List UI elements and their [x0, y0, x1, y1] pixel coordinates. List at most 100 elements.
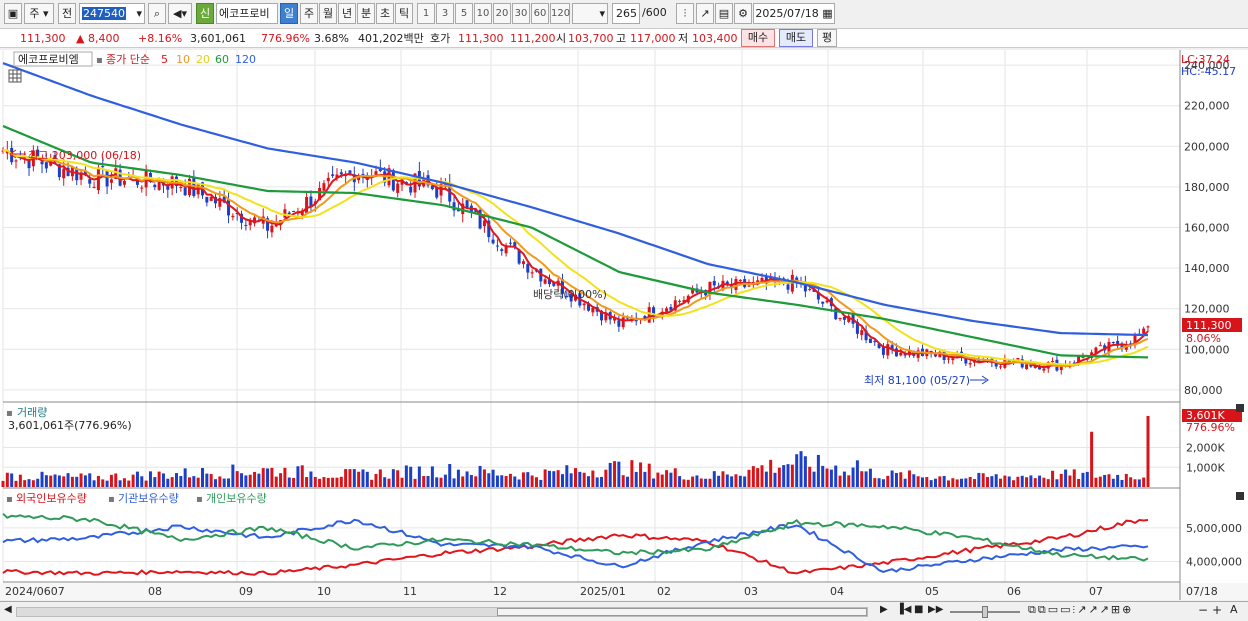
tool-icons[interactable]: ⧉⧉▭▭⫶↗↗↗⊞⊕ [1028, 603, 1134, 616]
volume-bar [829, 469, 833, 487]
volume-bar [1042, 477, 1046, 487]
candle-icon[interactable]: ⫶ [676, 3, 694, 24]
first-icon[interactable]: ▐◀ [896, 604, 912, 615]
volume-bar [933, 478, 937, 487]
volume-bar [231, 464, 235, 487]
panel-collapse-icon[interactable] [1236, 404, 1244, 412]
candle-body [903, 353, 907, 356]
volume-bar [322, 477, 326, 487]
interval-5[interactable]: 5 [455, 3, 473, 24]
volume-bar [643, 471, 647, 487]
interval-120[interactable]: 120 [550, 3, 570, 24]
candle-body [40, 161, 44, 165]
calendar-icon[interactable]: ▦ [822, 7, 833, 20]
price-axis-label: 180,000 [1184, 181, 1230, 194]
stock-legend-box[interactable] [13, 51, 93, 67]
prev-button[interactable]: 전 [58, 3, 76, 24]
interval-3[interactable]: 3 [436, 3, 454, 24]
volume-bar [1029, 475, 1033, 487]
code-input[interactable]: 247540 ▾ [79, 3, 145, 24]
legend-square-icon: ▪ [108, 494, 115, 505]
stock-name-field[interactable]: 에코프로비 [216, 3, 278, 24]
gear-icon[interactable]: ⚙ [734, 3, 752, 24]
period-minute[interactable]: 분 [357, 3, 375, 24]
ma60-line [2, 124, 1149, 359]
current-price: 111,300 [20, 32, 66, 45]
date-input[interactable]: 2025/07/18 ▦ [753, 3, 835, 24]
scrollbar-thumb[interactable] [497, 608, 867, 616]
interval-1[interactable]: 1 [417, 3, 435, 24]
volume-bar [279, 473, 283, 487]
period-tick[interactable]: 틱 [395, 3, 413, 24]
candle-body [816, 292, 820, 300]
period-day[interactable]: 일 [280, 3, 298, 24]
volume-bar [1133, 479, 1137, 487]
type-select[interactable]: 주 ▾ [24, 3, 54, 24]
zoom-in-icon[interactable]: + [1212, 603, 1223, 617]
price-axis-label: 220,000 [1184, 100, 1230, 113]
candle-body [660, 311, 664, 317]
volume-bar [894, 472, 898, 487]
eval-button[interactable]: 평 [817, 29, 837, 47]
candle-body [842, 316, 846, 320]
volume-readout: 3,601,061주(776.96%) [8, 419, 132, 432]
volume-bar [487, 473, 491, 487]
interval-20[interactable]: 20 [493, 3, 511, 24]
x-axis-label: 04 [830, 585, 844, 598]
table-icon[interactable] [8, 69, 22, 83]
ma20-legend: 20 [196, 53, 210, 66]
candle-body [452, 202, 456, 211]
stop-icon[interactable]: ■ [914, 604, 924, 615]
interval-30[interactable]: 30 [512, 3, 530, 24]
layout-icon[interactable]: ▣ [4, 3, 22, 24]
date-value: 2025/07/18 [755, 7, 819, 20]
scroll-right-icon[interactable]: ▶ [880, 604, 888, 615]
volume-bar [1033, 478, 1037, 487]
legend-square-icon: ▪ [6, 408, 13, 419]
save-icon[interactable]: ▤ [715, 3, 733, 24]
ma60-legend: 60 [215, 53, 229, 66]
count-input[interactable]: 265 [612, 3, 640, 24]
candle-body [547, 278, 551, 285]
interval-60[interactable]: 60 [531, 3, 549, 24]
period-month[interactable]: 월 [319, 3, 337, 24]
draw-icon[interactable]: ↗ [696, 3, 714, 24]
period-week[interactable]: 주 [300, 3, 318, 24]
horizontal-scrollbar[interactable] [16, 607, 868, 617]
scroll-left-icon[interactable]: ◀ [4, 604, 12, 615]
volume-bar [222, 478, 226, 487]
volume-bar [131, 474, 135, 487]
buy-button[interactable]: 매수 [741, 29, 775, 47]
font-size-icon[interactable]: A [1230, 603, 1238, 616]
stock-chart-svg[interactable]: 240,000 220,000 200,000 180,000 160,000 140,0… [0, 50, 1248, 600]
search-icon[interactable]: ⌕ [148, 3, 166, 24]
volume-bar [951, 478, 955, 487]
candle-body [504, 245, 508, 254]
candle-body [881, 346, 885, 355]
x-axis: 2024/0607 08 09 10 11 12 2025/01 02 03 04 05 06 07 07… [0, 583, 1248, 600]
panel-collapse-icon[interactable] [1236, 492, 1244, 500]
sound-icon[interactable]: ◀▾ [168, 3, 192, 24]
zoom-out-icon[interactable]: − [1198, 603, 1209, 617]
candle-body [977, 359, 981, 363]
candle-body [435, 188, 439, 198]
custom-interval-select[interactable]: ▾ [572, 3, 608, 24]
play-icon[interactable]: ▶▶ [928, 604, 944, 615]
period-year[interactable]: 년 [338, 3, 356, 24]
volume-bar [318, 478, 322, 487]
candle-body [331, 174, 335, 176]
volume-bar [508, 473, 512, 487]
candle-body [951, 358, 955, 361]
interval-10[interactable]: 10 [474, 3, 492, 24]
volume-bar [413, 478, 417, 487]
x-axis-label: 02 [657, 585, 671, 598]
volume-bar [1059, 473, 1063, 487]
zoom-slider-handle[interactable] [982, 606, 988, 618]
volume-bar [187, 477, 191, 487]
period-second[interactable]: 초 [376, 3, 394, 24]
volume-bar [500, 475, 504, 487]
volume-bar [31, 480, 35, 487]
sell-button[interactable]: 매도 [779, 29, 813, 47]
chart-area[interactable]: 240,000 220,000 200,000 180,000 160,000 140,0… [0, 50, 1248, 600]
candle-body [795, 277, 799, 283]
